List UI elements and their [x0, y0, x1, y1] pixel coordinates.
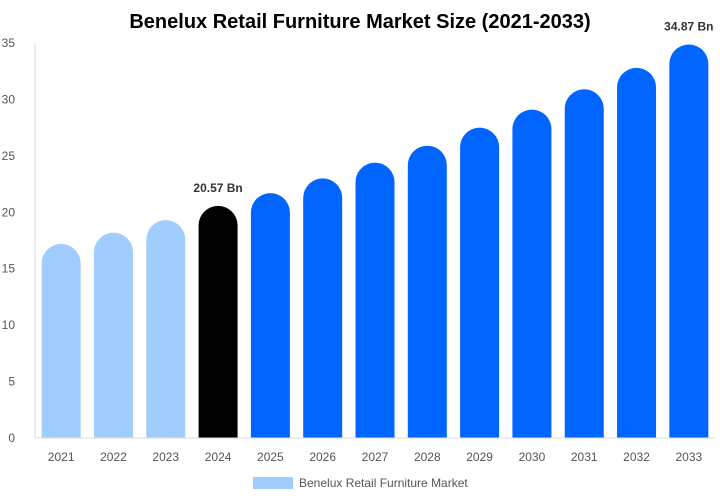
x-tick-label: 2030 — [519, 450, 546, 464]
x-axis: 2021 2022 2023 2024 2025 2026 2027 2028 2029 2030… — [35, 437, 715, 464]
y-tick-label: 20 — [2, 205, 16, 219]
y-tick-label: 25 — [2, 149, 16, 163]
y-tick-label: 5 — [8, 375, 15, 389]
x-tick-label: 2028 — [414, 450, 441, 464]
bar-2024[interactable] — [198, 205, 238, 438]
data-labels: 20.57 Bn 34.87 Bn — [193, 19, 713, 194]
legend-swatch — [253, 477, 293, 489]
legend[interactable]: Benelux Retail Furniture Market — [253, 476, 468, 490]
bar-2021[interactable] — [41, 243, 81, 438]
x-tick-label: 2025 — [257, 450, 284, 464]
bar-2033[interactable] — [669, 44, 709, 439]
x-tick-label: 2032 — [623, 450, 650, 464]
chart-title: Benelux Retail Furniture Market Size (20… — [129, 11, 590, 33]
bar-2031[interactable] — [564, 89, 604, 439]
y-tick-label: 10 — [2, 318, 16, 332]
x-tick-label: 2026 — [309, 450, 336, 464]
x-tick-label: 2027 — [362, 450, 389, 464]
bar-2025[interactable] — [250, 193, 290, 438]
data-label-2033: 34.87 Bn — [664, 19, 713, 33]
x-tick-label: 2023 — [152, 450, 179, 464]
bar-2023[interactable] — [146, 220, 186, 438]
x-tick-label: 2024 — [205, 450, 232, 464]
x-tick-label: 2021 — [48, 450, 75, 464]
x-tick-label: 2031 — [571, 450, 598, 464]
y-tick-label: 15 — [2, 262, 16, 276]
x-tick-label: 2029 — [466, 450, 493, 464]
bar-2027[interactable] — [355, 162, 395, 438]
bar-2029[interactable] — [460, 127, 500, 438]
x-tick-label: 2033 — [675, 450, 702, 464]
y-tick-label: 30 — [2, 92, 16, 106]
x-tick-label: 2022 — [100, 450, 127, 464]
y-tick-label: 35 — [2, 36, 16, 50]
y-tick-label: 0 — [8, 431, 15, 445]
bars — [41, 44, 709, 439]
bar-2028[interactable] — [407, 145, 447, 438]
bar-2032[interactable] — [617, 67, 657, 438]
data-label-2024: 20.57 Bn — [193, 181, 242, 195]
bar-2030[interactable] — [512, 109, 552, 439]
y-axis: 0 5 10 15 20 25 30 35 — [2, 36, 36, 445]
legend-label: Benelux Retail Furniture Market — [299, 476, 468, 490]
bar-2026[interactable] — [303, 178, 343, 438]
bar-2022[interactable] — [93, 232, 133, 438]
